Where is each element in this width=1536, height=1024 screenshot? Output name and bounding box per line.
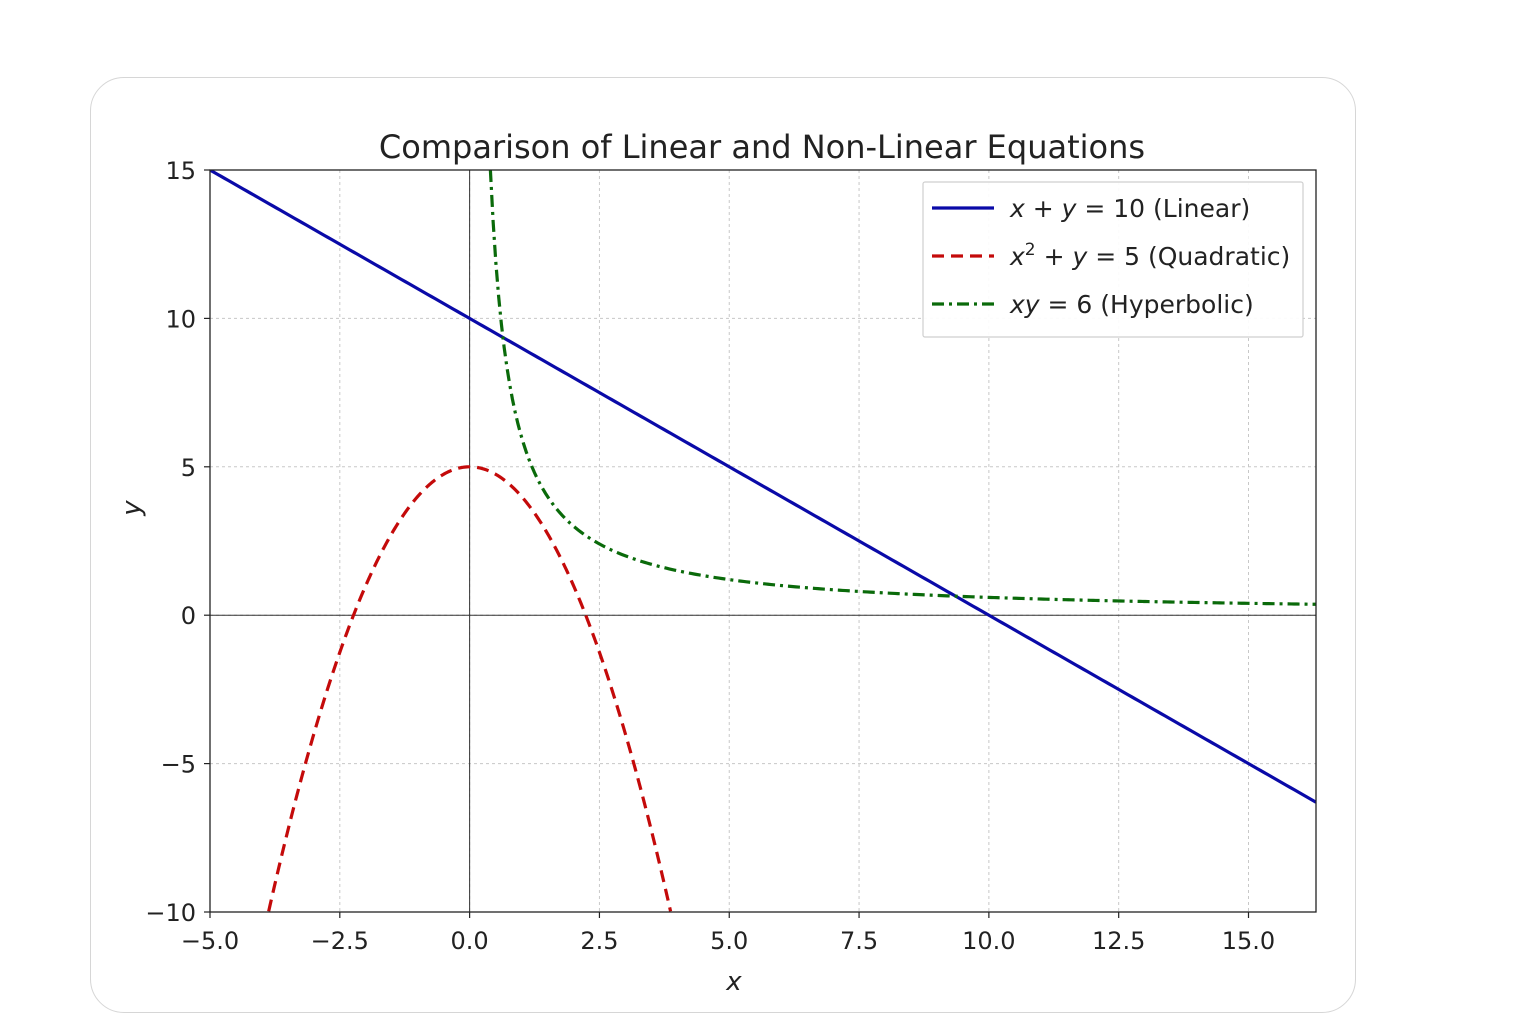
legend-label-1: x + y = 10 (Linear) <box>1009 194 1250 223</box>
y-tick-label: 5 <box>181 454 196 482</box>
y-tick-label: 10 <box>165 305 196 333</box>
plot-frame <box>209 169 1317 913</box>
y-tick-label: −5 <box>161 751 196 779</box>
series-line-2 <box>267 465 673 912</box>
y-tick-label: 0 <box>181 602 196 630</box>
ticks: −5.0 −2.5 0.0 2.5 5.0 7.5 10.0 12.5 15.0 15 10 5 0 −5… <box>145 157 1275 955</box>
chart-title: Comparison of Linear and Non-Linear Equa… <box>379 128 1145 166</box>
y-axis-label: y <box>117 500 147 517</box>
series-layer <box>210 170 1316 912</box>
x-tick-label: 15.0 <box>1222 927 1275 955</box>
x-tick-label: −5.0 <box>181 927 239 955</box>
x-tick-label: 2.5 <box>580 927 618 955</box>
x-tick-label: −2.5 <box>311 927 369 955</box>
legend: x + y = 10 (Linear) x2 + y = 5 (Quadratic… <box>922 181 1304 338</box>
x-tick-label: 5.0 <box>710 927 748 955</box>
x-tick-label: 7.5 <box>840 927 878 955</box>
legend-label-2: x2 + y = 5 (Quadratic) <box>1009 240 1290 271</box>
legend-box <box>922 181 1304 338</box>
x-axis-label: x <box>725 967 742 997</box>
y-tick-label: −10 <box>145 899 196 927</box>
y-tick-label: 15 <box>165 157 196 185</box>
legend-label-3: xy = 6 (Hyperbolic) <box>1009 290 1254 319</box>
x-tick-label: 0.0 <box>451 927 489 955</box>
series-line-1 <box>210 170 1316 804</box>
x-tick-label: 10.0 <box>962 927 1015 955</box>
series-line-3 <box>488 170 1316 606</box>
x-tick-label: 12.5 <box>1092 927 1145 955</box>
zero-lines <box>210 170 1316 912</box>
